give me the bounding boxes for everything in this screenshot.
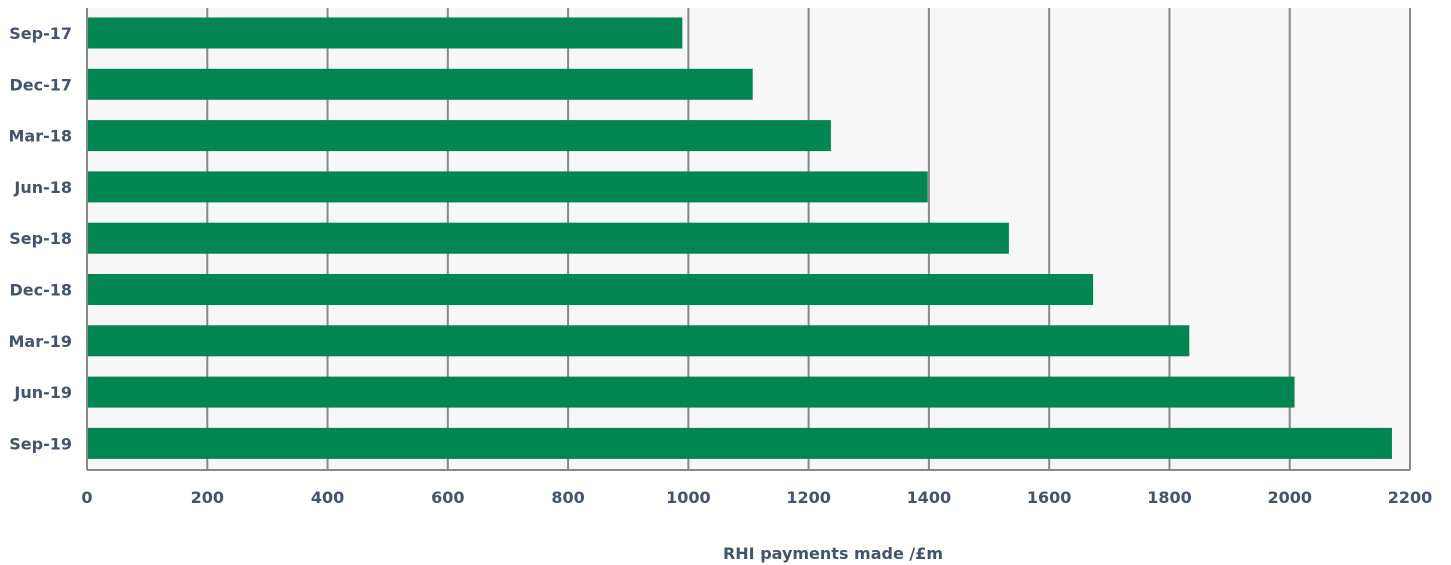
bar (87, 68, 753, 100)
bar (87, 274, 1094, 305)
category-labels: Sep-17 Dec-17 Mar-18 Jun-18 Sep-18 Dec-18 Mar-… (8, 24, 72, 453)
x-tick-label: 1400 (907, 488, 952, 507)
x-tick-label: 0 (81, 488, 92, 507)
x-tick-label: 1600 (1027, 488, 1072, 507)
x-tick-label: 1000 (666, 488, 711, 507)
bar (87, 376, 1295, 408)
bar (87, 222, 1009, 254)
category-label: Sep-18 (9, 229, 72, 248)
bar (87, 171, 928, 203)
x-tick-label: 2200 (1388, 488, 1433, 507)
x-tick-label: 1800 (1147, 488, 1192, 507)
x-tick-labels: 0 200 400 600 800 1000 1200 1400 1600 1800 2000 220… (81, 488, 1432, 507)
bar (87, 325, 1190, 357)
category-label: Mar-19 (8, 332, 72, 351)
category-label: Sep-19 (9, 434, 72, 453)
bar (87, 120, 831, 152)
category-label: Jun-19 (13, 383, 72, 402)
category-label: Mar-18 (8, 127, 72, 146)
category-label: Jun-18 (13, 178, 72, 197)
x-tick-label: 2000 (1267, 488, 1312, 507)
category-label: Dec-18 (9, 281, 72, 300)
bar (87, 17, 683, 49)
x-tick-label: 600 (431, 488, 464, 507)
axes (86, 8, 1410, 471)
x-tick-label: 200 (191, 488, 224, 507)
x-axis-title: RHI payments made /£m (723, 544, 943, 563)
category-label: Sep-17 (9, 24, 72, 43)
bars (87, 17, 1392, 459)
x-tick-label: 1200 (786, 488, 831, 507)
category-label: Dec-17 (9, 75, 72, 94)
x-tick-label: 400 (311, 488, 344, 507)
x-tick-label: 800 (551, 488, 584, 507)
bar (87, 427, 1392, 459)
